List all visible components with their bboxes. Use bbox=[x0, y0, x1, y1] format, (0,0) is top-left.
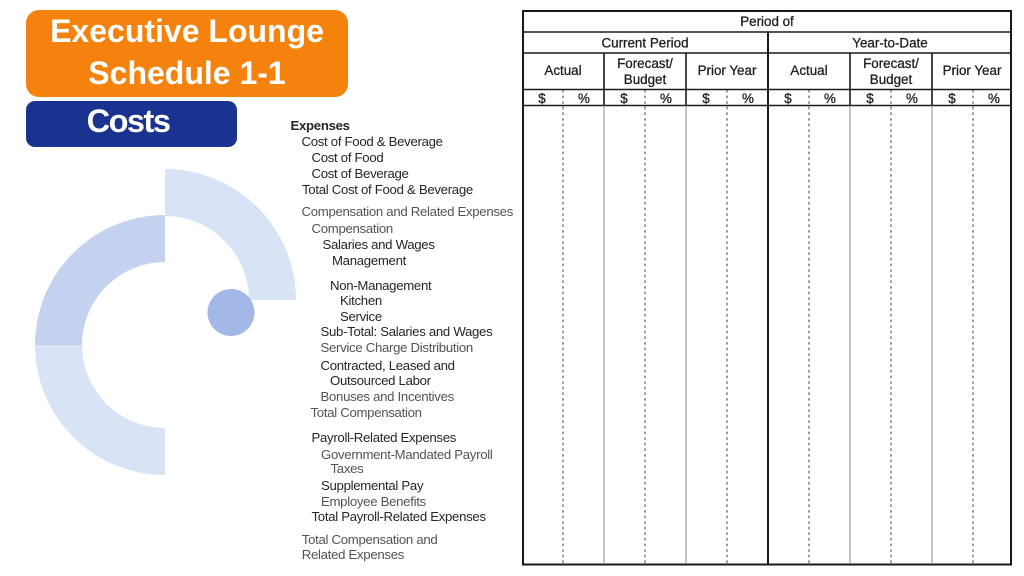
svg-text:Period of: Period of bbox=[740, 14, 794, 29]
svg-text:$: $ bbox=[702, 91, 710, 106]
svg-text:%: % bbox=[988, 91, 1000, 106]
svg-text:Budget: Budget bbox=[624, 72, 667, 87]
svg-text:%: % bbox=[824, 91, 836, 106]
svg-text:Prior Year: Prior Year bbox=[698, 63, 757, 78]
svg-text:%: % bbox=[742, 91, 754, 106]
svg-text:$: $ bbox=[866, 91, 874, 106]
svg-text:%: % bbox=[578, 91, 590, 106]
svg-text:$: $ bbox=[948, 91, 956, 106]
svg-text:Current Period: Current Period bbox=[601, 36, 688, 51]
svg-text:$: $ bbox=[784, 91, 792, 106]
svg-text:%: % bbox=[660, 91, 672, 106]
svg-text:Actual: Actual bbox=[544, 63, 581, 78]
svg-text:Prior Year: Prior Year bbox=[943, 63, 1002, 78]
svg-text:Forecast/: Forecast/ bbox=[617, 56, 673, 71]
svg-text:Actual: Actual bbox=[790, 63, 827, 78]
svg-text:$: $ bbox=[620, 91, 628, 106]
svg-text:$: $ bbox=[538, 91, 546, 106]
svg-text:Budget: Budget bbox=[870, 72, 913, 87]
svg-text:Year-to-Date: Year-to-Date bbox=[852, 36, 927, 51]
svg-text:Forecast/: Forecast/ bbox=[863, 56, 919, 71]
svg-text:%: % bbox=[906, 91, 918, 106]
